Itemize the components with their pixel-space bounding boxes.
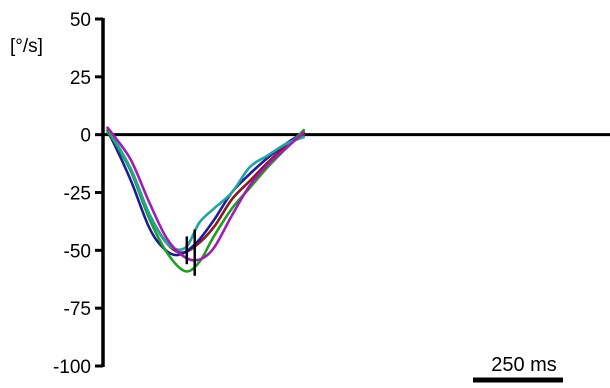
- series-layer: [106, 126, 306, 273]
- scale-bar-label: 250 ms: [491, 354, 557, 376]
- series-line-5: [106, 126, 306, 262]
- y-tick-label: 25: [70, 68, 91, 89]
- y-ticks: 50 25 0 -25 -50 -75 -100: [53, 10, 103, 378]
- marker-layer: [185, 229, 196, 276]
- y-tick-label: -75: [64, 299, 91, 320]
- series-line-4: [106, 126, 306, 251]
- y-tick-label: -25: [64, 184, 91, 205]
- y-tick-label: 50: [70, 10, 91, 31]
- axes-layer: 50 25 0 -25 -50 -75 -100 [°/s]: [10, 10, 610, 378]
- y-tick-label: -50: [64, 241, 91, 262]
- scale-bar: 250 ms: [473, 354, 563, 383]
- series-line-1: [106, 128, 306, 254]
- y-tick-label: -100: [53, 357, 91, 378]
- y-tick-label: 0: [80, 126, 91, 147]
- y-unit-label: [°/s]: [10, 36, 43, 57]
